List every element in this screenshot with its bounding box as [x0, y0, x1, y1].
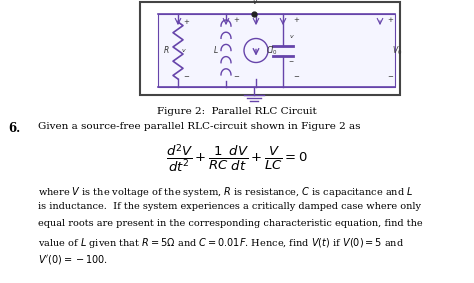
Text: is inductance.  If the system experiences a critically damped case where only: is inductance. If the system experiences… [38, 202, 421, 211]
Text: $\dfrac{d^2V}{dt^2} + \dfrac{1}{RC}\dfrac{dV}{dt} + \dfrac{V}{LC} = 0$: $\dfrac{d^2V}{dt^2} + \dfrac{1}{RC}\dfra… [166, 142, 308, 174]
Text: R: R [164, 46, 169, 55]
Text: +: + [233, 17, 239, 23]
Text: Given a source-free parallel RLC-circuit shown in Figure 2 as: Given a source-free parallel RLC-circuit… [38, 122, 361, 131]
Text: −: − [288, 59, 293, 63]
Text: −: − [293, 74, 299, 80]
Text: −: − [233, 74, 239, 80]
Text: v: v [181, 48, 185, 53]
Text: +: + [293, 17, 299, 23]
Text: +: + [387, 17, 393, 23]
Text: value of $L$ given that $R = 5\Omega$ and $C = 0.01F$. Hence, find $V(t)$ if $V(: value of $L$ given that $R = 5\Omega$ an… [38, 236, 404, 250]
Text: equal roots are present in the corresponding characteristic equation, find the: equal roots are present in the correspon… [38, 219, 423, 228]
Text: Figure 2:  Parallel RLC Circuit: Figure 2: Parallel RLC Circuit [157, 107, 317, 116]
Text: v: v [252, 0, 257, 6]
Text: $V^{\prime}(0) = -100$.: $V^{\prime}(0) = -100$. [38, 253, 108, 266]
Text: where $V$ is the voltage of the system, $R$ is resistance, $C$ is capacitance an: where $V$ is the voltage of the system, … [38, 185, 413, 199]
Bar [158, 14, 395, 87]
Text: L: L [214, 46, 218, 55]
Bar [140, 2, 400, 95]
Text: −: − [183, 74, 189, 80]
Text: v: v [289, 35, 293, 40]
Text: +: + [183, 19, 189, 25]
Text: −: − [387, 74, 393, 80]
Text: C: C [266, 46, 272, 55]
Text: $V_0$: $V_0$ [392, 44, 402, 57]
Text: 6.: 6. [8, 122, 20, 135]
Text: $I_0$: $I_0$ [270, 44, 277, 57]
